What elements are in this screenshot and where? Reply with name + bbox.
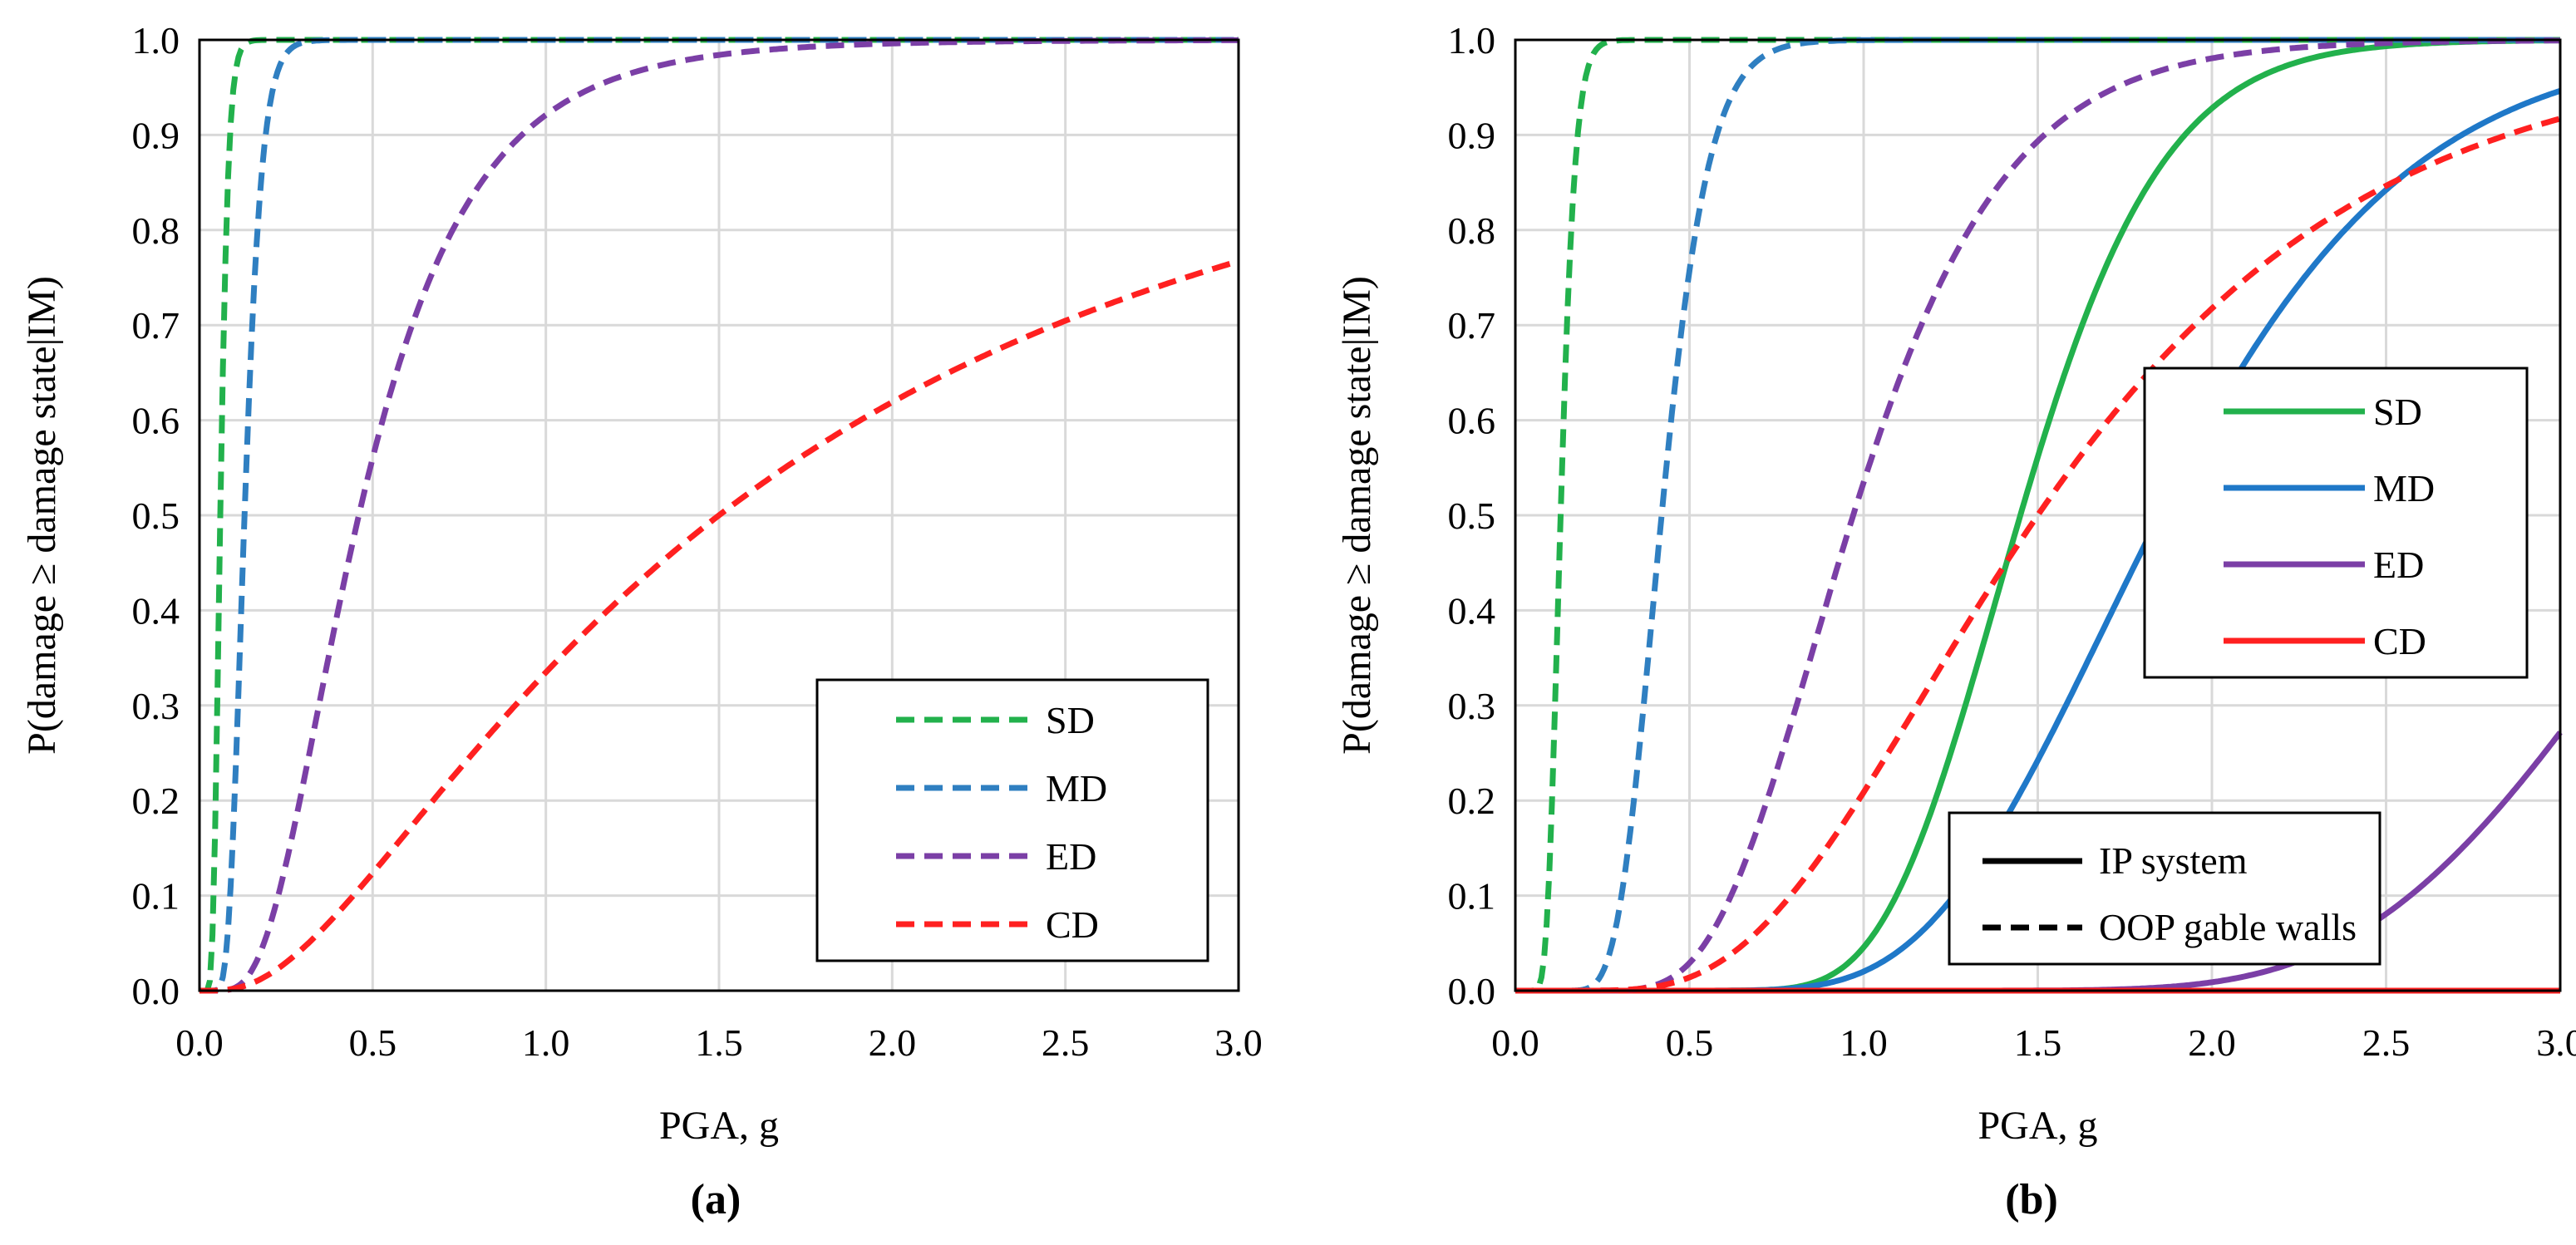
- plot-frame: [1514, 38, 2562, 992]
- legend-box: [815, 678, 1209, 962]
- y-tick-label: 0.7: [1448, 304, 1496, 347]
- y-tick-label: 0.0: [132, 970, 180, 1012]
- legend-label-md: MD: [1046, 767, 1107, 809]
- y-tick-label: 0.9: [1448, 114, 1496, 156]
- legend-box: [2143, 367, 2529, 679]
- style-legend: IP system OOP gable walls: [1948, 811, 2381, 966]
- x-tick-label: 0.5: [349, 1021, 397, 1064]
- legend-label-sd: SD: [2373, 391, 2422, 433]
- y-tick-label: 0.1: [132, 875, 180, 918]
- y-tick-label: 0.0: [1448, 970, 1496, 1012]
- y-tick-label: 0.3: [1448, 685, 1496, 727]
- y-tick-label: 0.4: [1448, 589, 1496, 632]
- panel-label: (a): [691, 1176, 741, 1223]
- legend: SD MD ED CD: [2143, 367, 2529, 679]
- panel-label: (b): [2005, 1176, 2058, 1223]
- y-tick-label: 1.0: [132, 19, 180, 62]
- y-tick-label: 0.2: [1448, 780, 1496, 822]
- style-legend-label-dashed: OOP gable walls: [2099, 906, 2357, 948]
- y-tick-label: 1.0: [1448, 19, 1496, 62]
- series-cd-dashed-line: [199, 258, 1240, 994]
- y-axis-label: P(damage ≥ damage state|IM): [20, 276, 64, 755]
- y-tick-label: 0.3: [132, 685, 180, 727]
- x-tick-label: 1.5: [2014, 1021, 2062, 1064]
- x-tick-label: 0.5: [1666, 1021, 1714, 1064]
- legend-label-cd: CD: [2373, 620, 2426, 662]
- x-tick-label: 2.0: [869, 1021, 917, 1064]
- y-tick-label: 0.5: [132, 495, 180, 537]
- legend-label-ed: ED: [2373, 544, 2424, 586]
- x-tick-label: 1.0: [1840, 1021, 1888, 1064]
- x-tick-label: 0.0: [1491, 1021, 1539, 1064]
- y-tick-label: 0.1: [1448, 875, 1496, 918]
- legend: SD MD ED CD: [815, 678, 1209, 962]
- series-ed-dashed-line: [1515, 37, 2561, 994]
- legend-label-cd: CD: [1046, 903, 1099, 946]
- y-tick-label: 0.5: [1448, 495, 1496, 537]
- legend-label-sd: SD: [1046, 699, 1095, 741]
- legend-label-ed: ED: [1046, 835, 1096, 878]
- style-legend-label-solid: IP system: [2099, 839, 2248, 882]
- x-tick-label: 0.0: [175, 1021, 224, 1064]
- y-tick-label: 0.9: [132, 114, 180, 156]
- x-tick-label: 3.0: [1214, 1021, 1263, 1064]
- legend-label-md: MD: [2373, 467, 2435, 509]
- chart-a: 0.0 0.5 1.0 1.5 2.0 2.5 3.0 0.0 0.1 0.2 0.3 0.4 0.5 0…: [20, 19, 1263, 1223]
- y-tick-label: 0.8: [1448, 209, 1496, 252]
- x-tick-label: 1.0: [522, 1021, 570, 1064]
- y-tick-label: 0.6: [132, 400, 180, 442]
- style-legend-box: [1948, 811, 2381, 966]
- x-tick-label: 2.0: [2188, 1021, 2236, 1064]
- x-tick-label: 2.5: [2362, 1021, 2411, 1064]
- x-tick-label: 3.0: [2536, 1021, 2576, 1064]
- series-cd-dashed-line: [1515, 116, 2561, 994]
- y-tick-label: 0.7: [132, 304, 180, 347]
- y-tick-label: 0.2: [132, 780, 180, 822]
- x-axis-label: PGA, g: [659, 1104, 779, 1148]
- x-axis-label: PGA, g: [1978, 1104, 2097, 1148]
- y-tick-label: 0.6: [1448, 400, 1496, 442]
- y-tick-label: 0.8: [132, 209, 180, 252]
- x-tick-label: 1.5: [695, 1021, 743, 1064]
- x-tick-label: 2.5: [1042, 1021, 1090, 1064]
- chart-b: 0.0 0.5 1.0 1.5 2.0 2.5 3.0 0.0 0.1 0.2 0.3 0.4 0.5 0…: [1335, 19, 2576, 1223]
- y-tick-label: 0.4: [132, 589, 180, 632]
- plot-frame: [198, 38, 1240, 992]
- y-axis-label: P(damage ≥ damage state|IM): [1335, 276, 1379, 755]
